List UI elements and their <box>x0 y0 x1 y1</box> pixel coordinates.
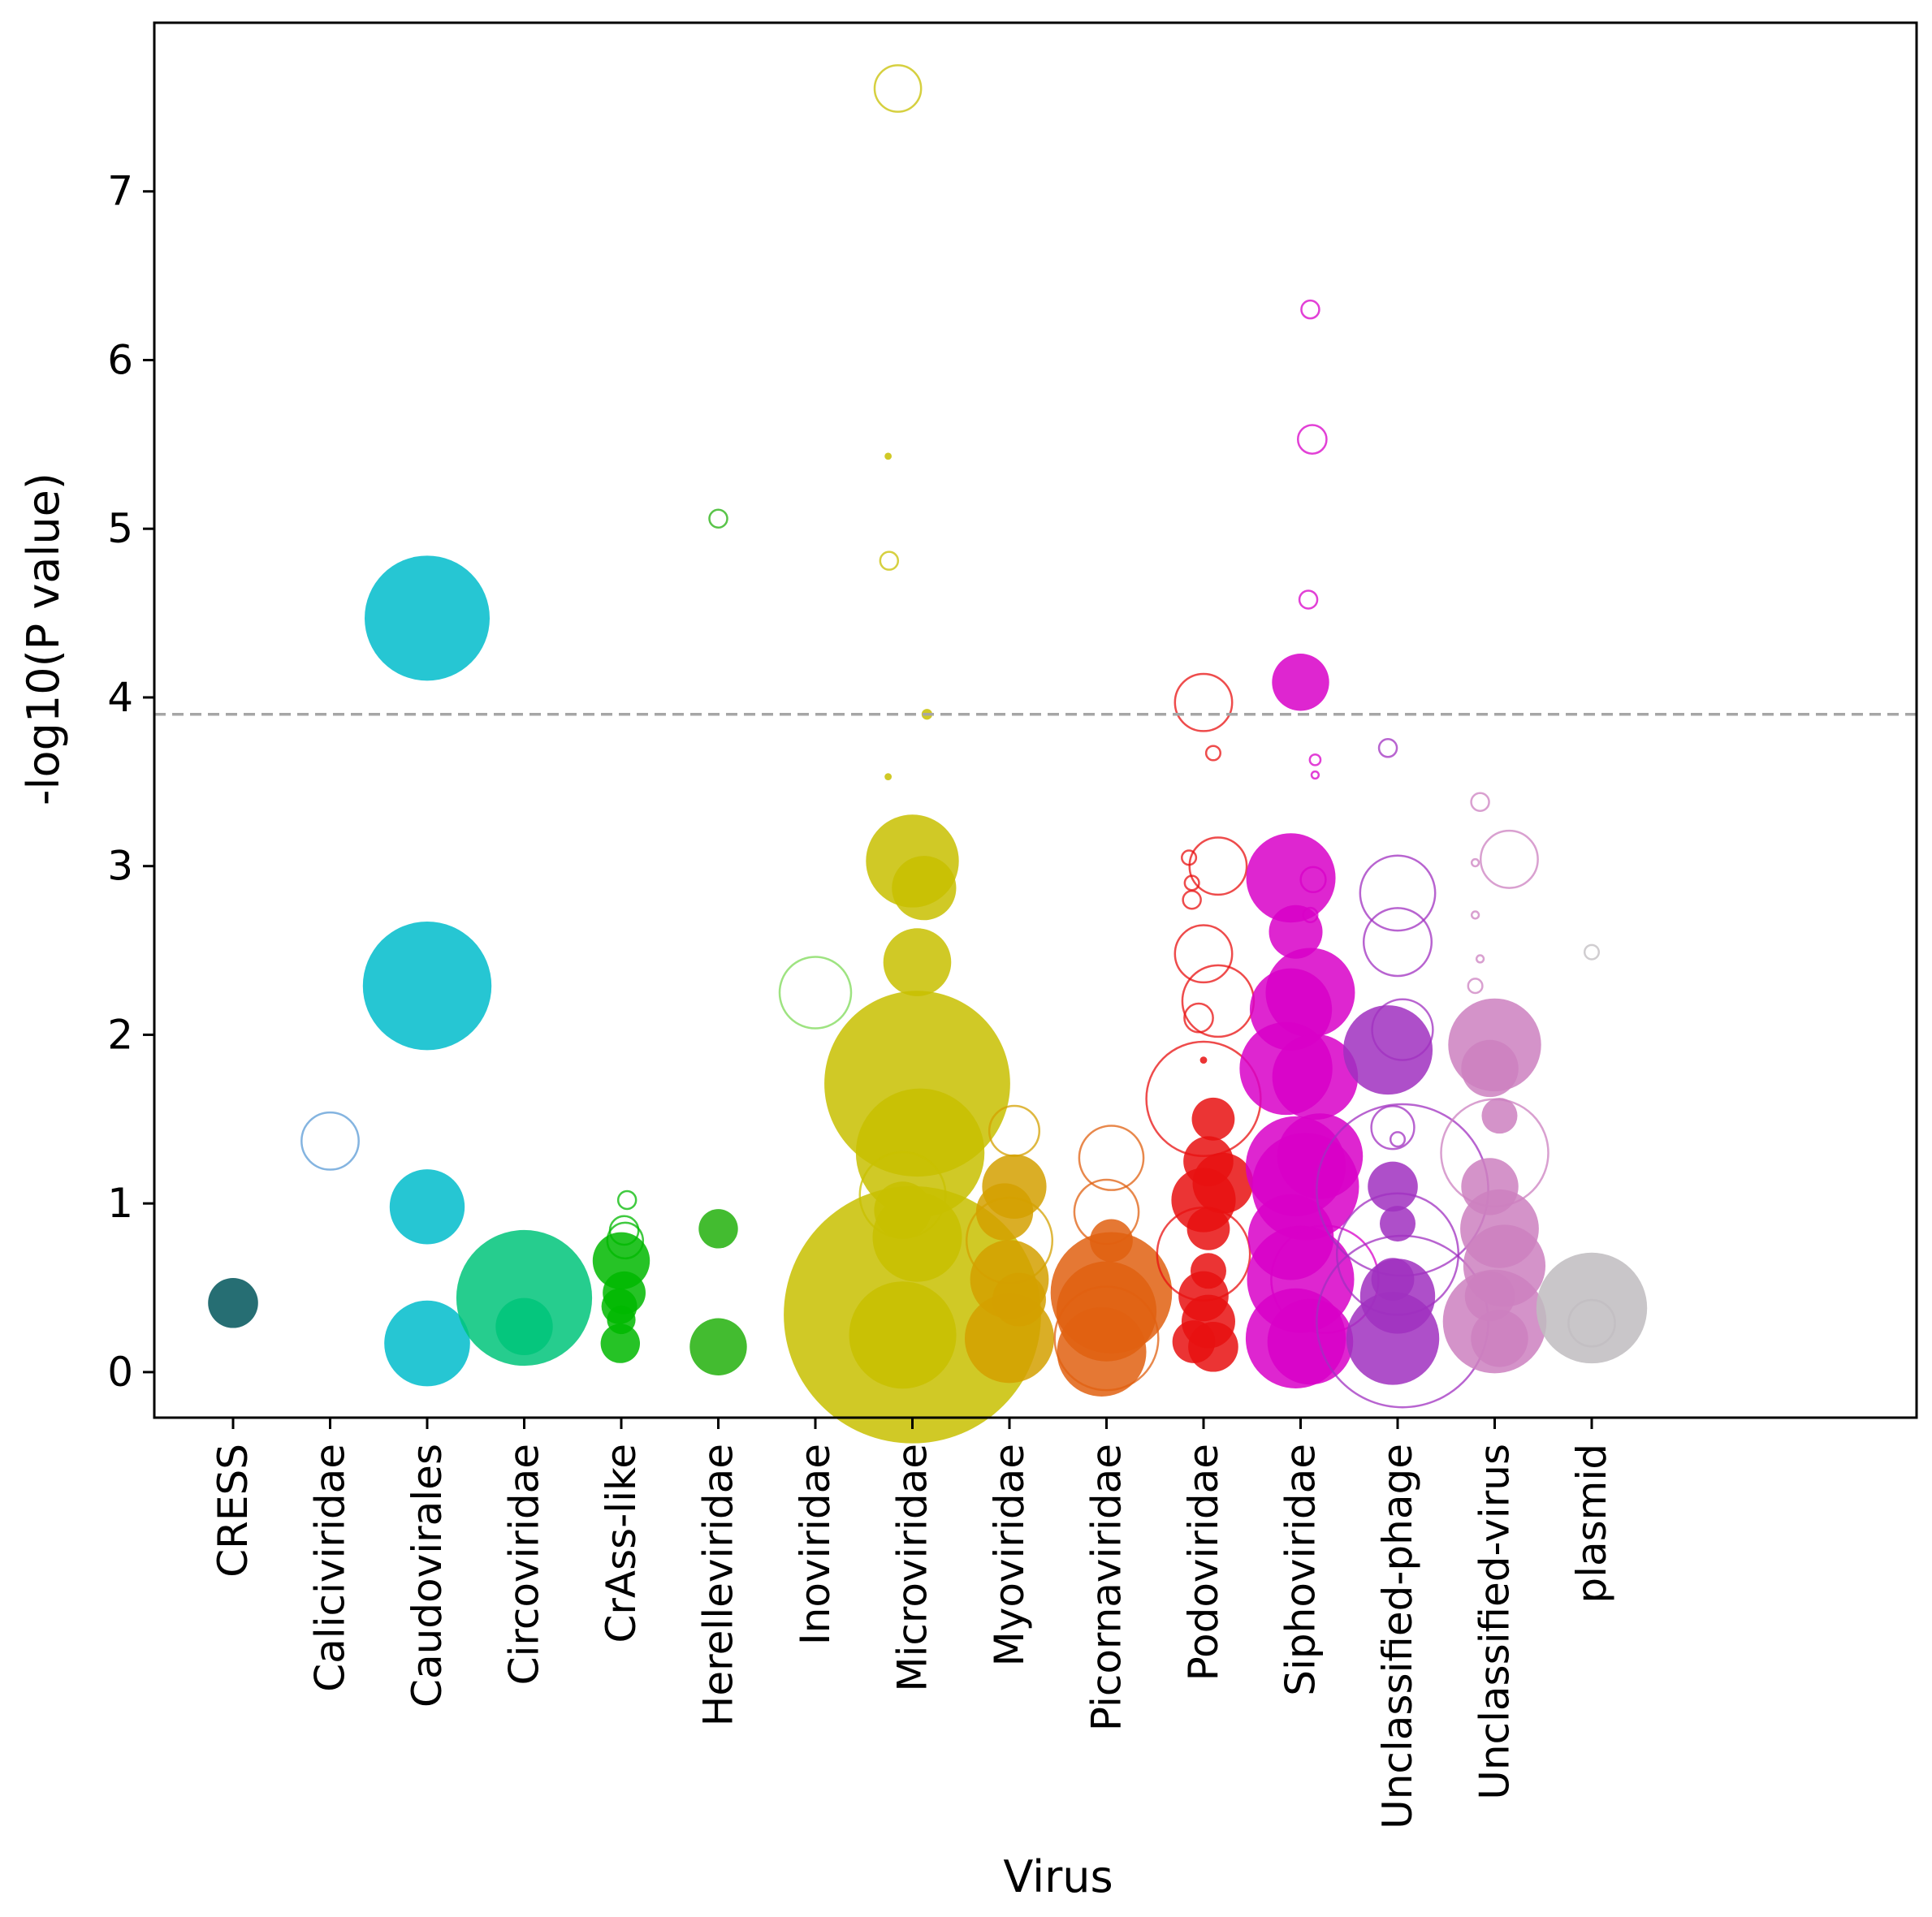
x-tick-label: Podoviridae <box>1180 1444 1227 1681</box>
data-point-unclassified-virus <box>1481 1098 1518 1134</box>
x-tick-label: Unclassified-phage <box>1374 1444 1421 1829</box>
data-point-herelleviridae <box>689 1318 747 1375</box>
data-point-unclassified-phage <box>1377 738 1398 758</box>
y-axis: 0 1 2 3 4 5 6 7 <box>107 168 154 1396</box>
data-point-circoviridae <box>456 1229 593 1367</box>
data-point-caudovirales <box>362 921 492 1051</box>
data-point-siphoviridae <box>1308 753 1322 766</box>
y-tick-label: 0 <box>107 1349 133 1396</box>
data-point-microviridae <box>883 928 952 996</box>
data-point-microviridae <box>892 856 957 921</box>
data-point-siphoviridae <box>1300 299 1320 320</box>
y-tick-label: 4 <box>107 674 133 721</box>
data-point-podoviridae <box>1188 836 1248 896</box>
x-tick-label: plasmid <box>1568 1444 1615 1604</box>
data-point-crass-like <box>600 1323 641 1363</box>
data-point-microviridae <box>879 550 900 571</box>
data-point-plasmid <box>1567 1298 1616 1348</box>
data-point-siphoviridae <box>1298 589 1319 610</box>
data-point-microviridae <box>873 64 923 113</box>
data-point-caudovirales <box>384 1300 470 1387</box>
data-point-podoviridae <box>1183 1002 1214 1034</box>
x-tick-label: Herelleviridae <box>695 1444 742 1726</box>
x-tick-label: Picornaviridae <box>1083 1444 1130 1731</box>
data-point-unclassified-virus <box>1467 978 1484 995</box>
data-point-herelleviridae <box>698 1209 738 1249</box>
data-point-plasmid <box>1583 943 1601 961</box>
data-point-circoviridae <box>495 1297 553 1356</box>
data-point-unclassified-phage <box>1359 854 1437 932</box>
x-tick-label: Unclassified-virus <box>1472 1444 1519 1800</box>
x-axis: CRESS Caliciviridae Caudovirales Circovirid… <box>210 1418 1615 1829</box>
x-axis-title: Virus <box>1003 1851 1113 1902</box>
y-tick-label: 6 <box>107 336 133 383</box>
data-point-unclassified-virus <box>1470 910 1480 920</box>
y-tick-label: 7 <box>107 168 133 215</box>
plot-area-frame <box>153 21 1918 1419</box>
data-point-caliciviridae <box>300 1111 360 1171</box>
data-point-microviridae <box>849 1281 957 1389</box>
data-point-herelleviridae <box>708 508 728 529</box>
data-point-podoviridae <box>1199 1056 1208 1064</box>
data-point-podoviridae <box>1204 745 1221 762</box>
data-point-unclassified-phage <box>1380 1206 1416 1242</box>
y-tick-label: 2 <box>107 1011 133 1058</box>
x-tick-label: Inoviridae <box>792 1444 839 1645</box>
data-point-inoviridae <box>778 956 853 1030</box>
data-points <box>208 64 1648 1444</box>
data-point-unclassified-phage <box>1343 1005 1433 1095</box>
data-point-crass-like <box>616 1189 638 1211</box>
data-point-picornaviridae <box>1057 1306 1147 1397</box>
x-tick-label: Myoviridae <box>986 1444 1033 1666</box>
data-point-cress <box>208 1277 258 1328</box>
x-tick-label: CRESS <box>210 1444 257 1578</box>
data-point-picornaviridae <box>1078 1125 1145 1191</box>
data-point-unclassified-phage <box>1346 1292 1440 1385</box>
data-point-unclassified-phage <box>1368 1161 1418 1212</box>
data-point-podoviridae <box>1182 889 1202 910</box>
data-point-siphoviridae <box>1269 905 1323 959</box>
data-point-unclassified-virus <box>1479 829 1539 889</box>
data-point-unclassified-virus <box>1470 857 1480 868</box>
x-tick-label: Siphoviridae <box>1277 1444 1325 1696</box>
data-point-myoviridae <box>975 1183 1034 1241</box>
y-tick-label: 3 <box>107 843 133 890</box>
data-point-siphoviridae <box>1296 424 1328 455</box>
data-point-caudovirales <box>365 555 490 681</box>
x-tick-label: Microviridae <box>889 1444 936 1692</box>
data-point-siphoviridae <box>1299 866 1327 893</box>
data-point-unclassified-virus <box>1475 954 1485 964</box>
data-point-podoviridae <box>1173 924 1234 984</box>
x-tick-label: Caliciviridae <box>307 1444 354 1692</box>
data-point-microviridae <box>884 773 893 780</box>
data-point-siphoviridae <box>1246 833 1336 923</box>
data-point-unclassified-phage <box>1362 907 1433 978</box>
x-tick-label: Circoviridae <box>501 1444 548 1685</box>
x-tick-label: Caudovirales <box>404 1444 451 1708</box>
data-point-siphoviridae <box>1267 1298 1354 1385</box>
data-point-unclassified-virus <box>1471 1310 1528 1367</box>
x-tick-label: CrAss-like <box>598 1444 645 1643</box>
data-point-siphoviridae <box>1272 1034 1359 1120</box>
data-point-unclassified-virus <box>1461 1039 1519 1098</box>
data-point-podoviridae <box>1191 1097 1235 1141</box>
data-point-microviridae <box>855 1088 985 1218</box>
data-point-unclassified-phage <box>1389 1131 1407 1148</box>
data-point-podoviridae <box>1181 964 1256 1038</box>
data-point-siphoviridae <box>1272 654 1329 711</box>
y-axis-title: -log10(P value) <box>18 473 69 805</box>
data-point-caudovirales <box>389 1169 465 1245</box>
data-point-podoviridae <box>1173 672 1234 732</box>
y-tick-label: 1 <box>107 1180 133 1227</box>
data-point-unclassified-phage <box>1370 1105 1416 1151</box>
data-point-plasmid <box>1536 1252 1648 1364</box>
data-point-unclassified-virus <box>1470 792 1490 813</box>
data-point-podoviridae <box>1188 1321 1238 1372</box>
data-point-myoviridae <box>965 1293 1054 1384</box>
data-point-podoviridae <box>1186 1207 1230 1250</box>
data-point-siphoviridae <box>1310 770 1320 780</box>
data-point-microviridae <box>884 452 893 460</box>
y-tick-label: 5 <box>107 505 133 552</box>
